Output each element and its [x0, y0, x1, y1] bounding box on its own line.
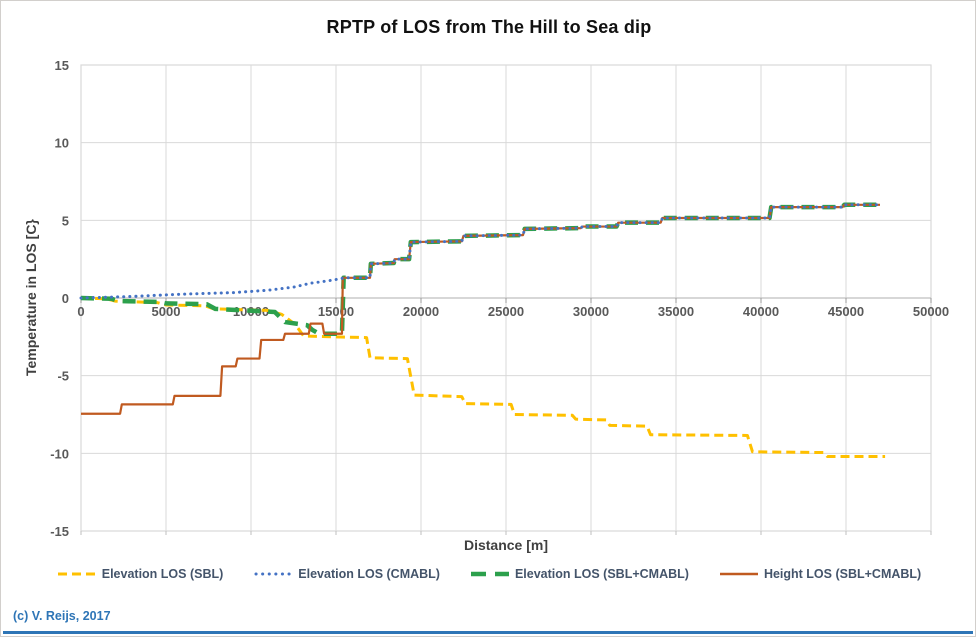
chart-title: RPTP of LOS from The Hill to Sea dip	[326, 17, 652, 37]
legend-item-elevation-cmabl: Elevation LOS (CMABL)	[253, 567, 440, 581]
legend-item-elevation-sbl: Elevation LOS (SBL)	[57, 567, 224, 581]
legend-marker-dotted-icon	[254, 572, 294, 576]
x-tick-label: 20000	[403, 304, 439, 319]
legend-label: Elevation LOS (SBL)	[101, 567, 224, 581]
x-axis-title: Distance [m]	[463, 537, 549, 553]
series-line-3	[80, 202, 880, 336]
legend-marker-longdash-icon	[470, 571, 509, 577]
legend-label: Elevation LOS (CMABL)	[298, 567, 440, 581]
legend-marker-solid-icon	[719, 572, 758, 576]
legend-item-elevation-sbl-cmabl: Elevation LOS (SBL+CMABL)	[470, 567, 689, 581]
x-tick-label: 35000	[658, 304, 694, 319]
legend-item-height-sbl-cmabl: Height LOS (SBL+CMABL)	[719, 567, 921, 581]
x-tick-label: 25000	[488, 304, 524, 319]
x-tick-label: 0	[77, 304, 84, 319]
y-tick-label: 0	[62, 291, 69, 306]
y-tick-label: 5	[62, 213, 69, 228]
legend-label: Height LOS (SBL+CMABL)	[763, 567, 922, 581]
bottom-blue-rule	[3, 631, 973, 634]
y-tick-label: 10	[55, 136, 69, 151]
x-tick-label: 50000	[913, 304, 949, 319]
copyright-text: (c) V. Reijs, 2017	[13, 609, 111, 623]
legend-label: Elevation LOS (SBL+CMABL)	[514, 567, 689, 581]
y-tick-label: -5	[57, 369, 69, 384]
chart-canvas: 0 5000 10000 15000 20000 25000 30000 35000 40000…	[50, 58, 949, 539]
series-line-2	[79, 203, 882, 300]
y-tick-label: 15	[55, 58, 69, 73]
legend-marker-dashed-icon	[57, 572, 96, 576]
y-tick-label: -15	[50, 524, 69, 539]
chart-legend: Elevation LOS (SBL) Elevation LOS (CMABL…	[1, 567, 975, 581]
y-tick-label: -10	[50, 446, 69, 461]
x-tick-label: 30000	[573, 304, 609, 319]
series-line-1	[80, 296, 886, 458]
x-tick-label: 45000	[828, 304, 864, 319]
x-tick-label: 5000	[152, 304, 181, 319]
x-tick-label: 40000	[743, 304, 779, 319]
x-tick-label: 15000	[318, 304, 354, 319]
y-axis-title: Temperature in LOS [C}	[23, 219, 39, 377]
